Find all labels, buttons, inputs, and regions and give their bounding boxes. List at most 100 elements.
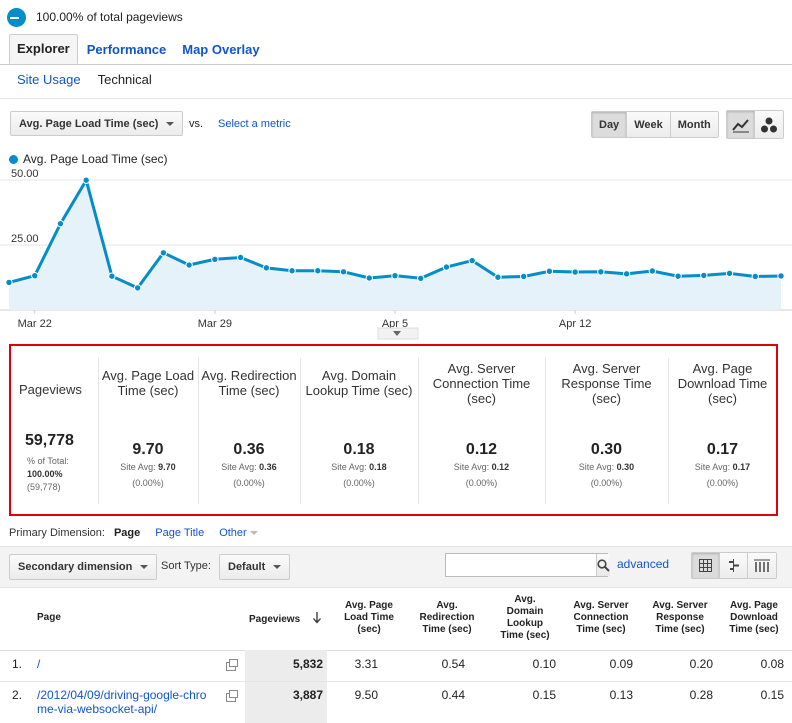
grid-icon (699, 559, 712, 572)
tab-performance[interactable]: Performance (86, 42, 167, 57)
metric-cell: 0.15 (532, 688, 556, 702)
data-point[interactable] (417, 274, 425, 282)
column-header-pageviews[interactable]: Pageviews (249, 612, 322, 626)
scorecard-value: 9.70 (132, 441, 164, 458)
column-header-c6[interactable]: Avg. Page Download Time (sec) (719, 600, 789, 636)
column-header-line: Lookup (506, 618, 544, 629)
scorecard[interactable]: Avg. Server Response Time (sec) 0.30 Site Av… (545, 358, 668, 504)
scorecard[interactable]: Avg. Page Load Time (sec) 9.70 Site Avg: 9.… (98, 358, 198, 504)
data-point[interactable] (5, 278, 13, 287)
subtab-technical[interactable]: Technical (97, 72, 152, 87)
open-page-icon[interactable] (226, 690, 238, 702)
scorecard[interactable]: Avg. Page Download Time (sec) 0.17 Site Avg:… (668, 358, 777, 504)
data-point[interactable] (262, 264, 271, 272)
page-link[interactable]: / (37, 657, 41, 671)
term-cloud-view-button[interactable] (748, 553, 776, 578)
scorecard-value: 0.12 (465, 441, 498, 458)
segment-indicator[interactable]: 100.00% of total pageviews (7, 6, 183, 28)
column-header-line: Avg. Server (573, 600, 629, 611)
data-point[interactable] (391, 271, 399, 280)
scorecard-site-avg: Site Avg: 0.17 (668, 460, 777, 474)
tab-map-overlay[interactable]: Map Overlay (182, 42, 260, 57)
data-point[interactable] (597, 268, 605, 276)
data-point[interactable] (725, 269, 734, 278)
scorecard[interactable]: Avg. Redirection Time (sec) 0.36 Site Avg: … (198, 358, 300, 504)
column-header-c5[interactable]: Avg. Server Response Time (sec) (641, 600, 719, 636)
search-button[interactable] (596, 554, 610, 576)
comparison-view-button[interactable] (720, 553, 748, 578)
data-point[interactable] (108, 272, 116, 280)
scorecard-title: Avg. Page Download Time (sec) (668, 361, 777, 406)
scorecard-title: Pageviews (11, 382, 98, 397)
scorecard-title-line: Time (sec) (218, 383, 280, 398)
scorecard[interactable]: Pageviews 59,778 % of Total: 100.00% (59,778… (11, 358, 98, 504)
data-point[interactable] (339, 268, 348, 276)
column-header-line: Load Time (344, 612, 394, 623)
page-link[interactable]: me-via-websocket-api/ (37, 702, 158, 716)
period-week-button[interactable]: Week (627, 112, 671, 137)
advanced-filter-link[interactable]: advanced (617, 557, 670, 571)
data-point[interactable] (442, 263, 451, 271)
data-point[interactable] (751, 272, 759, 281)
table-search-input[interactable] (446, 554, 596, 576)
data-point[interactable] (648, 267, 657, 275)
data-point[interactable] (159, 249, 168, 257)
open-page-icon[interactable] (226, 659, 238, 671)
data-point[interactable] (211, 255, 219, 264)
data-point[interactable] (700, 271, 708, 280)
data-point[interactable] (133, 284, 142, 292)
data-point[interactable] (571, 268, 579, 276)
scorecard[interactable]: Avg. Server Connection Time (sec) 0.12 Site … (418, 358, 545, 504)
secondary-dimension-label: Secondary dimension (18, 561, 133, 573)
data-table-view-button[interactable] (692, 553, 720, 578)
column-header-c2[interactable]: Avg. Redirection Time (sec) (408, 600, 486, 636)
data-point[interactable] (365, 274, 373, 282)
metric-dropdown[interactable]: Avg. Page Load Time (sec) (10, 111, 184, 136)
dimension-page[interactable]: Page (113, 527, 141, 539)
period-month-button[interactable]: Month (670, 112, 718, 137)
scorecard-title-line: (sec) (592, 391, 621, 406)
data-point[interactable] (545, 267, 554, 275)
data-point[interactable] (288, 267, 296, 275)
data-point[interactable] (314, 267, 322, 275)
site-avg-label: Site Avg: (221, 462, 260, 472)
data-point[interactable] (56, 219, 65, 228)
data-point[interactable] (82, 176, 90, 184)
column-header-page[interactable]: Page (37, 612, 61, 623)
table-search (445, 553, 610, 577)
page-link[interactable]: /2012/04/09/driving-google-chro (37, 688, 207, 702)
data-point[interactable] (468, 256, 476, 265)
sort-type-dropdown[interactable]: Default (219, 554, 291, 580)
column-header-c4[interactable]: Avg. Server Connection Time (sec) (561, 600, 641, 636)
column-header-c3[interactable]: Avg. Domain Lookup Time (sec) (486, 594, 564, 642)
dimension-page-title[interactable]: Page Title (155, 527, 205, 539)
column-header-pageviews-label: Pageviews (249, 614, 301, 625)
site-avg-value: 0.12 (491, 462, 510, 472)
data-point[interactable] (185, 261, 193, 269)
column-header-line: Redirection (419, 612, 475, 623)
tab-explorer[interactable]: Explorer (9, 34, 78, 64)
scorecard-title-line: Avg. Server (447, 361, 516, 376)
bubble-chart-icon (761, 117, 777, 132)
period-day-button[interactable]: Day (592, 112, 628, 137)
data-point[interactable] (236, 253, 245, 262)
metric-cell: 0.20 (689, 657, 713, 671)
select-metric-link[interactable]: Select a metric (218, 118, 291, 130)
x-tick-label: Mar 29 (198, 318, 232, 330)
data-point[interactable] (622, 270, 631, 278)
line-chart-button[interactable] (727, 111, 755, 138)
column-header-c1[interactable]: Avg. Page Load Time (sec) (330, 600, 408, 636)
dimension-other[interactable]: Other (219, 527, 258, 539)
sort-type-value: Default (228, 561, 266, 573)
motion-chart-button[interactable] (755, 111, 783, 138)
data-point[interactable] (494, 273, 502, 281)
metric-cell: 0.44 (441, 688, 465, 702)
secondary-dimension-dropdown[interactable]: Secondary dimension (9, 554, 158, 580)
data-point[interactable] (31, 271, 39, 280)
data-point[interactable] (777, 272, 785, 280)
subtab-site-usage[interactable]: Site Usage (17, 72, 81, 87)
scorecard[interactable]: Avg. Domain Lookup Time (sec) 0.18 Site Avg… (300, 358, 418, 504)
x-tick-label: Mar 22 (18, 318, 52, 330)
data-point[interactable] (519, 272, 528, 281)
data-point[interactable] (674, 272, 682, 280)
